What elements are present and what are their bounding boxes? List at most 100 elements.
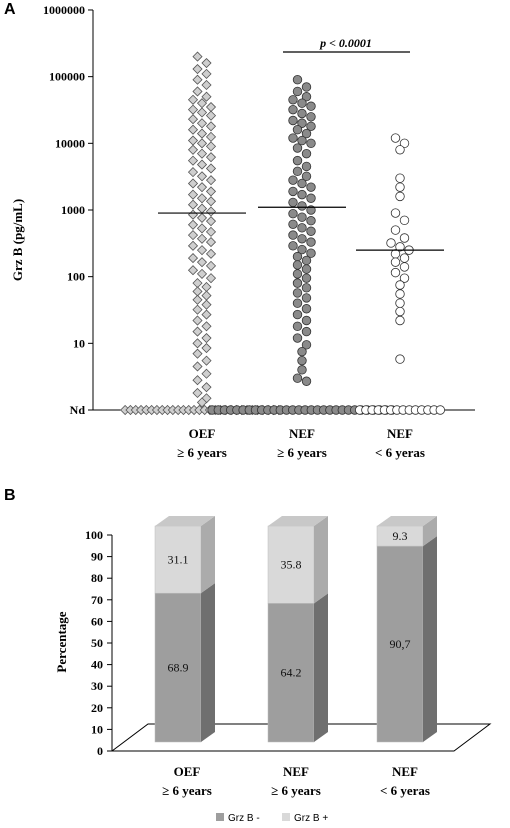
bar-top [377,516,437,526]
x-category-label: ≥ 6 years [277,445,327,460]
data-point [292,278,303,288]
data-point [192,315,203,326]
data-point [187,265,199,276]
data-point [201,368,212,379]
data-point [196,397,208,408]
data-point [205,186,217,197]
bar-value-label: 68.9 [168,661,189,675]
bar-segment-side [314,593,328,742]
panel-b-letter: B [4,487,16,504]
data-point [297,234,307,244]
data-point [292,251,303,262]
data-point [390,257,401,267]
y-tick-label: 20 [91,701,103,715]
data-point [205,260,217,271]
y-tick-label: 1000 [61,203,85,217]
panel-a-y-axis-label: Grz B (pg/mL) [10,199,25,281]
y-tick-label: 0 [97,744,103,758]
data-point [301,376,312,386]
data-point [297,178,307,189]
bar-segment [154,592,202,743]
data-point [187,155,199,166]
y-tick-label: 10 [91,722,103,736]
data-point [196,203,208,214]
x-category-label: NEF [289,426,315,441]
data-point [192,304,203,315]
y-tick-label: 80 [91,571,103,585]
data-point [301,255,312,266]
data-point [386,238,396,248]
data-point [205,163,217,174]
x-category-label: NEF [283,764,309,779]
data-point [395,354,405,364]
data-point [192,278,203,289]
data-point [292,86,303,97]
bar-segment [154,525,202,594]
data-point [390,208,401,218]
x-category-label: OEF [174,764,201,779]
data-point [201,342,212,354]
data-point [196,159,208,170]
x-category-label: NEF [387,426,413,441]
x-category-label: ≥ 6 years [177,445,227,460]
data-point [306,248,316,258]
data-point [306,138,316,149]
y-tick-label: 100 [67,270,85,284]
bar-segment-side [423,536,437,742]
bar-segment-side [201,516,215,594]
data-point [306,237,316,247]
data-point [205,110,217,121]
data-point [395,315,405,326]
data-point [306,226,316,236]
data-point [187,114,199,125]
data-point [196,233,208,244]
data-point [395,289,405,299]
data-point [196,107,208,118]
data-point [395,182,405,192]
data-point [201,355,212,366]
data-point [301,148,312,159]
data-point [196,138,208,149]
data-point [395,242,405,252]
legend-swatch [216,813,224,821]
bar-value-label: 64.2 [281,666,302,680]
y-tick-label: 100 [85,528,103,542]
data-point [201,309,212,320]
data-point [301,128,312,139]
data-point [297,223,307,233]
data-point [201,68,212,79]
data-point [390,225,401,235]
data-point [306,193,316,203]
data-point [196,212,208,224]
data-point [187,124,199,135]
data-point [187,253,199,264]
bar-segment [267,525,315,604]
data-point [288,115,298,126]
data-point [192,294,203,305]
data-point [297,201,307,211]
data-point [301,326,312,337]
data-point [292,125,303,135]
data-point [292,373,303,383]
data-point [399,253,410,263]
y-tick-label: Nd [70,403,86,417]
data-point [201,290,212,301]
data-point [187,219,199,230]
data-point [205,141,217,152]
y-tick-label: 90 [91,550,103,564]
data-point [205,101,217,113]
bar-segment [267,603,315,743]
data-point [301,304,312,314]
panel-b-y-axis-label: Percentage [54,611,69,672]
data-point [196,118,208,129]
bar-segment-side [423,516,437,547]
x-category-label: OEF [189,426,216,441]
data-point [196,245,208,256]
data-point [301,315,312,326]
data-point [192,387,203,399]
data-point [192,63,203,75]
data-point [301,273,312,283]
legend-label: Grz B + [294,813,328,824]
data-point [395,298,405,308]
